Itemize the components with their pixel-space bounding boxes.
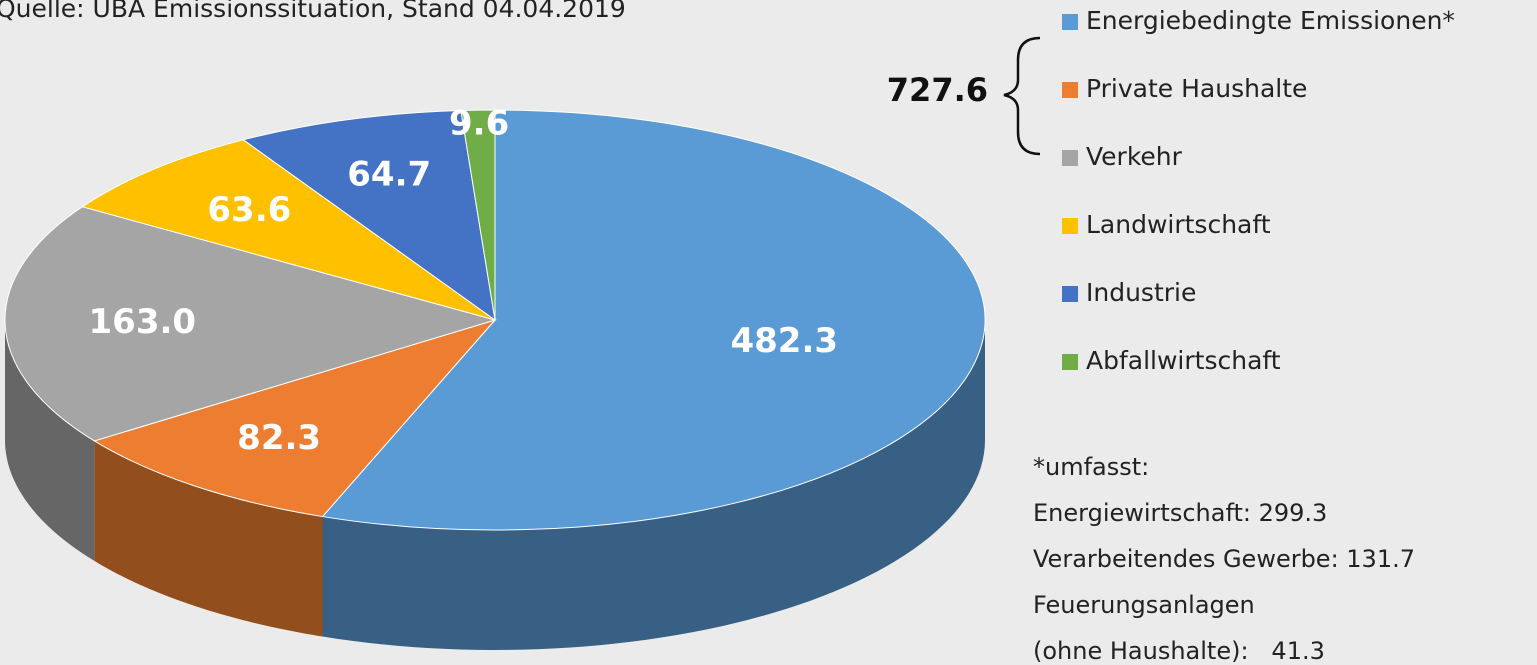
bracket-label: 727.6 — [887, 71, 988, 109]
bracket — [1003, 36, 1041, 156]
slice — [460, 109, 496, 321]
slice — [242, 109, 496, 322]
note: (ohne Haushalte): 41.3 — [1033, 637, 1325, 665]
data-label: 63.6 — [207, 190, 291, 230]
legend-swatch — [1062, 82, 1078, 98]
legend-swatch — [1062, 150, 1078, 166]
legend-label: Energiebedingte Emissionen* — [1086, 6, 1455, 35]
note: Energiewirtschaft: 299.3 — [1033, 499, 1327, 527]
data-label: 163.0 — [89, 302, 197, 342]
note: Verarbeitendes Gewerbe: 131.7 — [1033, 545, 1415, 573]
source: Quelle: UBA Emissionssituation, Stand 04… — [0, 0, 626, 23]
slice-side — [322, 320, 986, 650]
data-label: 9.6 — [449, 103, 509, 143]
slice — [4, 206, 497, 442]
legend-swatch — [1062, 286, 1078, 302]
data-label: 64.7 — [347, 154, 431, 194]
data-label: 82.3 — [237, 418, 321, 458]
note: Feuerungsanlagen — [1033, 591, 1255, 619]
legend-swatch — [1062, 14, 1078, 30]
legend-label: Verkehr — [1086, 142, 1183, 171]
legend-label: Private Haushalte — [1086, 74, 1307, 103]
legend-label: Abfallwirtschaft — [1086, 346, 1281, 375]
slice-side — [94, 440, 323, 637]
legend-label: Industrie — [1086, 278, 1196, 307]
note: *umfasst: — [1033, 453, 1149, 481]
data-label: 482.3 — [730, 321, 838, 361]
slice — [93, 319, 497, 518]
slice-side — [5, 320, 95, 561]
slice — [321, 109, 986, 531]
legend-swatch — [1062, 354, 1078, 370]
legend-label: Landwirtschaft — [1086, 210, 1271, 239]
slice — [81, 139, 496, 321]
legend-swatch — [1062, 218, 1078, 234]
